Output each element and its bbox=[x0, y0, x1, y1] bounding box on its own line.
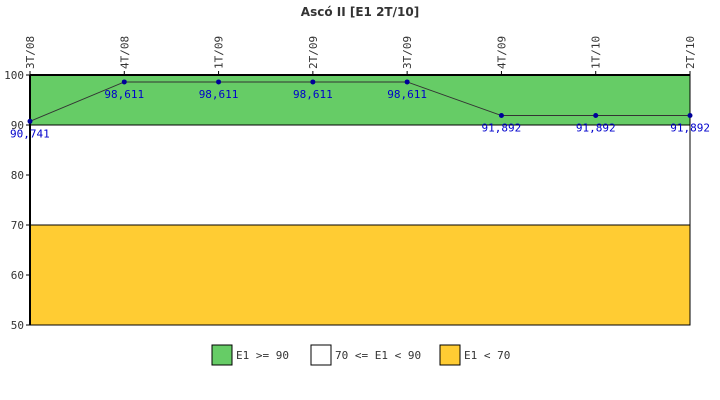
data-label: 91,892 bbox=[576, 122, 616, 135]
data-point bbox=[121, 79, 127, 85]
x-axis: 3T/08 4T/08 1T/09 2T/09 3T/09 4T/09 1T/10 2T/10 bbox=[24, 36, 697, 75]
data-label: 91,892 bbox=[482, 122, 522, 135]
y-tick-label: 50 bbox=[11, 319, 24, 332]
legend-swatch-2 bbox=[439, 344, 461, 366]
legend-swatch-1 bbox=[310, 344, 332, 366]
series-line: 90,741 98,611 98,611 98,611 98,611 91,892 91,8… bbox=[10, 79, 710, 140]
data-label: 98,611 bbox=[104, 88, 144, 101]
data-label: 98,611 bbox=[199, 88, 239, 101]
legend-swatch-0 bbox=[211, 344, 233, 366]
y-tick-label: 100 bbox=[4, 69, 24, 82]
legend-label-0: E1 >= 90 bbox=[236, 349, 289, 362]
x-tick-label: 4T/09 bbox=[495, 36, 508, 69]
data-point bbox=[593, 113, 599, 119]
x-tick-label: 3T/08 bbox=[24, 36, 37, 69]
x-tick-label: 4T/08 bbox=[118, 36, 131, 69]
x-tick-label: 2T/10 bbox=[684, 36, 697, 69]
data-point bbox=[404, 79, 410, 85]
y-tick-label: 70 bbox=[11, 219, 24, 232]
x-tick-label: 2T/09 bbox=[307, 36, 320, 69]
x-tick-label: 1T/10 bbox=[590, 36, 603, 69]
chart-title: Ascó II [E1 2T/10] bbox=[301, 5, 419, 19]
band-0 bbox=[29, 74, 691, 126]
data-label: 90,741 bbox=[10, 127, 50, 140]
legend: E1 >= 90 70 <= E1 < 90 E1 < 70 bbox=[211, 344, 510, 366]
data-label: 91,892 bbox=[670, 122, 710, 135]
data-label: 98,611 bbox=[387, 88, 427, 101]
data-point bbox=[498, 113, 504, 119]
data-label: 98,611 bbox=[293, 88, 333, 101]
y-tick-label: 60 bbox=[11, 269, 24, 282]
y-axis: 50 60 70 80 90 100 bbox=[4, 69, 30, 332]
x-tick-label: 3T/09 bbox=[401, 36, 414, 69]
x-tick-label: 1T/09 bbox=[213, 36, 226, 69]
series-polyline bbox=[29, 81, 690, 122]
legend-label-1: 70 <= E1 < 90 bbox=[335, 349, 421, 362]
data-point bbox=[27, 118, 33, 124]
band-2 bbox=[29, 224, 691, 326]
data-point bbox=[216, 79, 222, 85]
y-tick-label: 80 bbox=[11, 169, 24, 182]
y-tick-label: 90 bbox=[11, 119, 24, 132]
data-point bbox=[310, 79, 316, 85]
threshold-bands bbox=[29, 74, 691, 326]
band-1 bbox=[29, 124, 691, 226]
legend-label-2: E1 < 70 bbox=[464, 349, 510, 362]
data-point bbox=[687, 113, 693, 119]
